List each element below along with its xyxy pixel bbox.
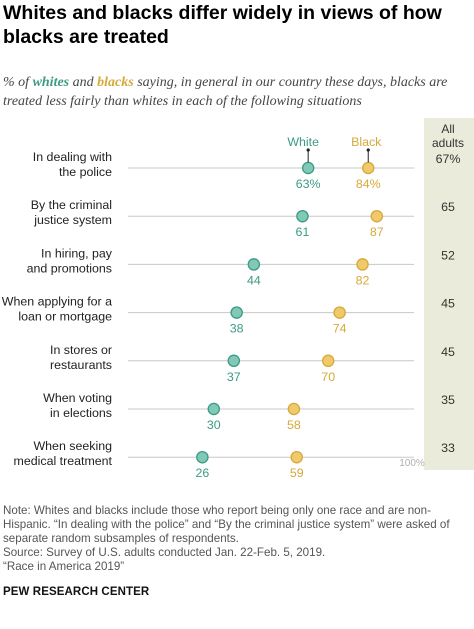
white-dot — [230, 306, 243, 319]
black-dot — [287, 402, 301, 416]
black-value-label: 59 — [290, 466, 304, 478]
category-label-line1: In dealing with — [33, 150, 112, 164]
black-value-label: 84% — [356, 177, 381, 191]
legend-black-pointer-dot — [366, 148, 370, 152]
black-value-label: 58 — [287, 418, 301, 432]
legend-black-label: Black — [351, 135, 382, 149]
white-value-label: 44 — [247, 273, 261, 287]
subtitle-black-keyword: blacks — [97, 75, 134, 90]
category-label-line2: medical treatment — [14, 454, 113, 468]
black-dot — [356, 258, 369, 271]
category-label-line1: When applying for a — [2, 295, 112, 309]
all-adults-value: 52 — [441, 248, 455, 262]
category-label-line1: When seeking — [33, 439, 112, 453]
chart-subtitle: % of whites and blacks saying, in genera… — [3, 73, 471, 111]
category-label-line2: the police — [59, 165, 112, 179]
all-adults-value: 33 — [441, 441, 455, 455]
black-value-label: 82 — [356, 273, 370, 287]
black-dot — [321, 354, 335, 368]
category-label-line2: restaurants — [50, 358, 112, 372]
white-dot — [227, 354, 241, 368]
black-value-label: 87 — [370, 225, 384, 239]
category-label-line2: justice system — [33, 213, 112, 227]
all-adults-header-line1: All — [441, 122, 454, 136]
all-adults-header-line2: adults — [432, 136, 464, 150]
white-value-label: 63% — [296, 177, 321, 191]
subtitle-and: and — [69, 75, 98, 90]
all-adults-value: 45 — [441, 345, 455, 359]
white-dot — [247, 258, 261, 271]
category-label-line1: By the criminal — [31, 198, 112, 212]
black-value-label: 74 — [333, 322, 347, 336]
black-dot — [290, 450, 303, 464]
black-dot — [370, 209, 384, 223]
all-adults-value: 67% — [436, 152, 461, 166]
legend-white-pointer-dot — [306, 148, 310, 152]
report-title-text: “Race in America 2019” — [3, 560, 125, 573]
subtitle-suffix: saying, in general in our country these … — [3, 75, 448, 109]
category-label-line2: and promotions — [27, 261, 112, 275]
category-label-line1: In stores or — [50, 343, 112, 357]
white-value-label: 30 — [207, 418, 221, 432]
all-adults-column-bg — [424, 118, 474, 470]
all-adults-value: 65 — [441, 200, 455, 214]
category-label-line2: in elections — [50, 406, 112, 420]
white-dot — [196, 450, 209, 464]
source-text: Source: Survey of U.S. adults conducted … — [3, 546, 326, 559]
category-label-line2: loan or mortgage — [18, 310, 112, 324]
category-label-line1: In hiring, pay — [41, 246, 113, 260]
white-value-label: 26 — [195, 466, 209, 478]
legend-white-label: White — [287, 135, 319, 149]
notes-block: Note: Whites and blacks include those wh… — [3, 504, 471, 574]
white-value-label: 37 — [227, 370, 241, 384]
white-value-label: 61 — [296, 225, 310, 239]
all-adults-value: 45 — [441, 297, 455, 311]
white-dot — [207, 402, 221, 416]
white-dot — [296, 209, 309, 223]
category-label-line1: When voting — [43, 391, 112, 405]
subtitle-prefix: % of — [3, 75, 33, 90]
white-dot — [301, 161, 315, 175]
black-dot — [361, 161, 375, 175]
chart-title: Whites and blacks differ widely in views… — [3, 2, 442, 48]
note-text: Note: Whites and blacks include those wh… — [3, 504, 450, 545]
pew-research-center-logo: PEW RESEARCH CENTER — [3, 586, 150, 598]
black-dot — [333, 306, 346, 319]
axis-end-label: 100% — [399, 458, 425, 469]
all-adults-value: 35 — [441, 393, 455, 407]
subtitle-white-keyword: whites — [32, 75, 70, 90]
white-value-label: 38 — [230, 322, 244, 336]
black-value-label: 70 — [321, 370, 335, 384]
